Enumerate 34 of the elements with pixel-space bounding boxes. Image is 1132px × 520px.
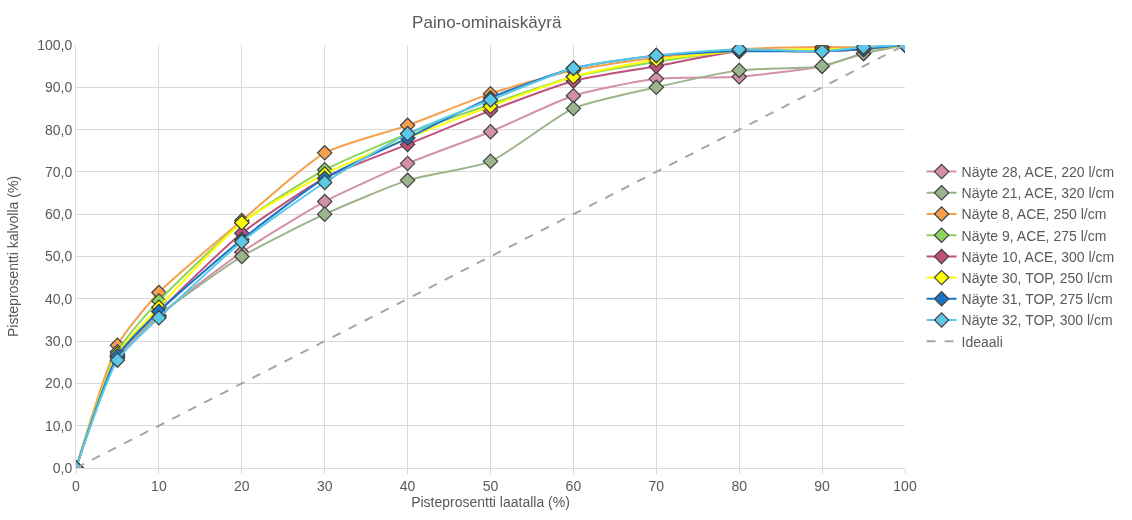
chart-title: Paino-ominaiskäyrä [412,12,562,32]
x-tick-label: 50 [482,477,499,494]
legend-label: Ideaali [961,333,1003,350]
x-tick-label: 90 [814,477,831,494]
legend-label: Näyte 32, TOP, 300 l/cm [961,312,1113,329]
y-tick-label: 20,0 [44,375,73,392]
x-tick-label: 100 [893,477,917,494]
y-axis-title: Pisteprosentti kalvolla (%) [4,175,21,338]
legend-label: Näyte 8, ACE, 250 l/cm [961,206,1107,223]
y-tick-label: 90,0 [44,79,73,96]
x-axis-title: Pisteprosentti laatalla (%) [411,494,570,511]
y-tick-label: 70,0 [44,163,73,180]
y-tick-label: 40,0 [44,290,73,307]
legend-label: Näyte 10, ACE, 300 l/cm [961,248,1115,265]
y-tick-label: 50,0 [44,248,73,265]
y-tick-label: 100,0 [37,36,73,53]
x-tick-label: 60 [565,477,582,494]
x-tick-label: 20 [234,477,250,494]
x-tick-label: 10 [151,477,167,494]
y-tick-label: 10,0 [44,417,73,434]
y-tick-label: 0,0 [52,459,73,476]
y-tick-label: 60,0 [44,206,73,223]
y-tick-label: 80,0 [44,121,73,138]
legend-label: Näyte 21, ACE, 320 l/cm [961,185,1115,202]
y-tick-label: 30,0 [44,333,73,349]
x-tick-label: 30 [316,477,333,494]
legend-label: Näyte 28, ACE, 220 l/cm [961,164,1115,181]
legend-label: Näyte 30, TOP, 250 l/cm [961,270,1113,287]
x-tick-label: 80 [731,477,748,494]
x-tick-label: 0 [72,477,81,494]
legend-label: Näyte 9, ACE, 275 l/cm [961,227,1107,244]
x-tick-label: 40 [399,477,416,494]
x-tick-label: 70 [648,477,665,494]
legend-label: Näyte 31, TOP, 275 l/cm [961,291,1113,308]
